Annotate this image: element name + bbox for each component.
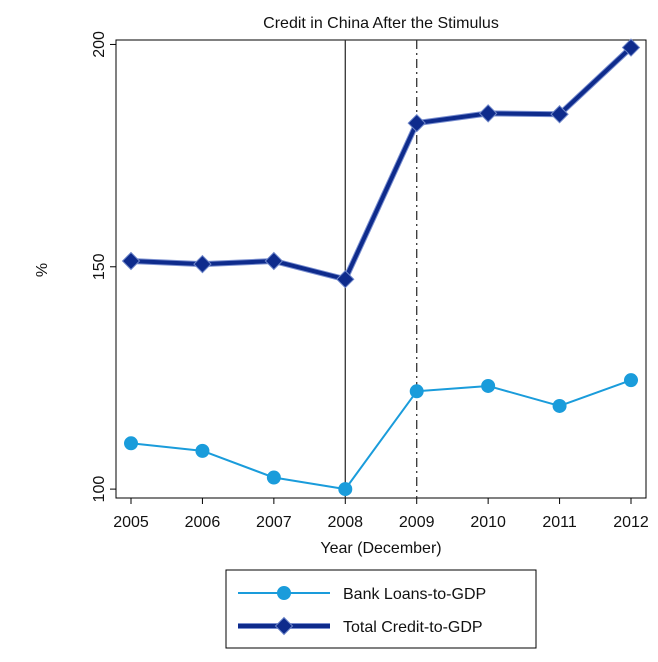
data-point bbox=[195, 443, 210, 458]
legend-label: Bank Loans-to-GDP bbox=[343, 586, 486, 603]
legend-marker bbox=[277, 586, 291, 600]
series-layer bbox=[121, 38, 641, 497]
data-point bbox=[264, 251, 284, 271]
data-point bbox=[193, 254, 212, 274]
x-tick-label: 2010 bbox=[470, 514, 506, 531]
data-point bbox=[550, 105, 569, 124]
x-tick-label: 2008 bbox=[327, 514, 363, 531]
x-axis: 2005 2006 2007 2008 2009 2010 2011 2012 bbox=[113, 498, 649, 531]
y-tick-label: 200 bbox=[91, 31, 108, 58]
legend-marker bbox=[274, 616, 294, 636]
legend-items: Bank Loans-to-GDP Total Credit-to-GDP bbox=[238, 586, 486, 636]
series-line-halo bbox=[130, 45, 634, 283]
y-axis: 100 150 200 bbox=[91, 31, 116, 502]
data-point bbox=[336, 270, 355, 289]
plot-area bbox=[115, 39, 647, 499]
data-point bbox=[338, 482, 353, 497]
series-line bbox=[130, 379, 632, 491]
x-tick-label: 2012 bbox=[613, 514, 649, 531]
x-axis-label: Year (December) bbox=[320, 540, 441, 557]
y-tick-label: 150 bbox=[91, 253, 108, 280]
data-point bbox=[124, 436, 138, 451]
chart-title: Credit in China After the Stimulus bbox=[263, 15, 499, 32]
legend-label: Total Credit-to-GDP bbox=[343, 619, 483, 636]
data-point bbox=[624, 373, 638, 388]
legend: Bank Loans-to-GDP Total Credit-to-GDP bbox=[225, 569, 537, 649]
x-tick-label: 2011 bbox=[542, 514, 577, 531]
x-tick-label: 2005 bbox=[113, 514, 149, 531]
data-point bbox=[266, 470, 281, 485]
data-point bbox=[409, 384, 424, 399]
data-point bbox=[621, 38, 641, 57]
series-total-credit-to-gdp bbox=[121, 38, 641, 289]
data-point bbox=[478, 104, 498, 123]
y-tick-label: 100 bbox=[91, 476, 108, 503]
data-point bbox=[552, 398, 567, 413]
x-tick-label: 2007 bbox=[256, 514, 292, 531]
legend-box bbox=[225, 569, 537, 649]
series-line bbox=[130, 46, 633, 282]
series-bank-loans-to-gdp bbox=[124, 373, 638, 497]
y-axis-label: % bbox=[34, 263, 51, 277]
legend-item-total-credit-to-gdp: Total Credit-to-GDP bbox=[238, 616, 483, 636]
x-tick-label: 2009 bbox=[399, 514, 435, 531]
reference-lines bbox=[344, 40, 418, 498]
legend-item-bank-loans-to-gdp: Bank Loans-to-GDP bbox=[238, 586, 486, 603]
data-point bbox=[121, 251, 141, 271]
data-point bbox=[481, 378, 496, 393]
data-point bbox=[407, 113, 426, 133]
x-tick-label: 2006 bbox=[185, 514, 221, 531]
